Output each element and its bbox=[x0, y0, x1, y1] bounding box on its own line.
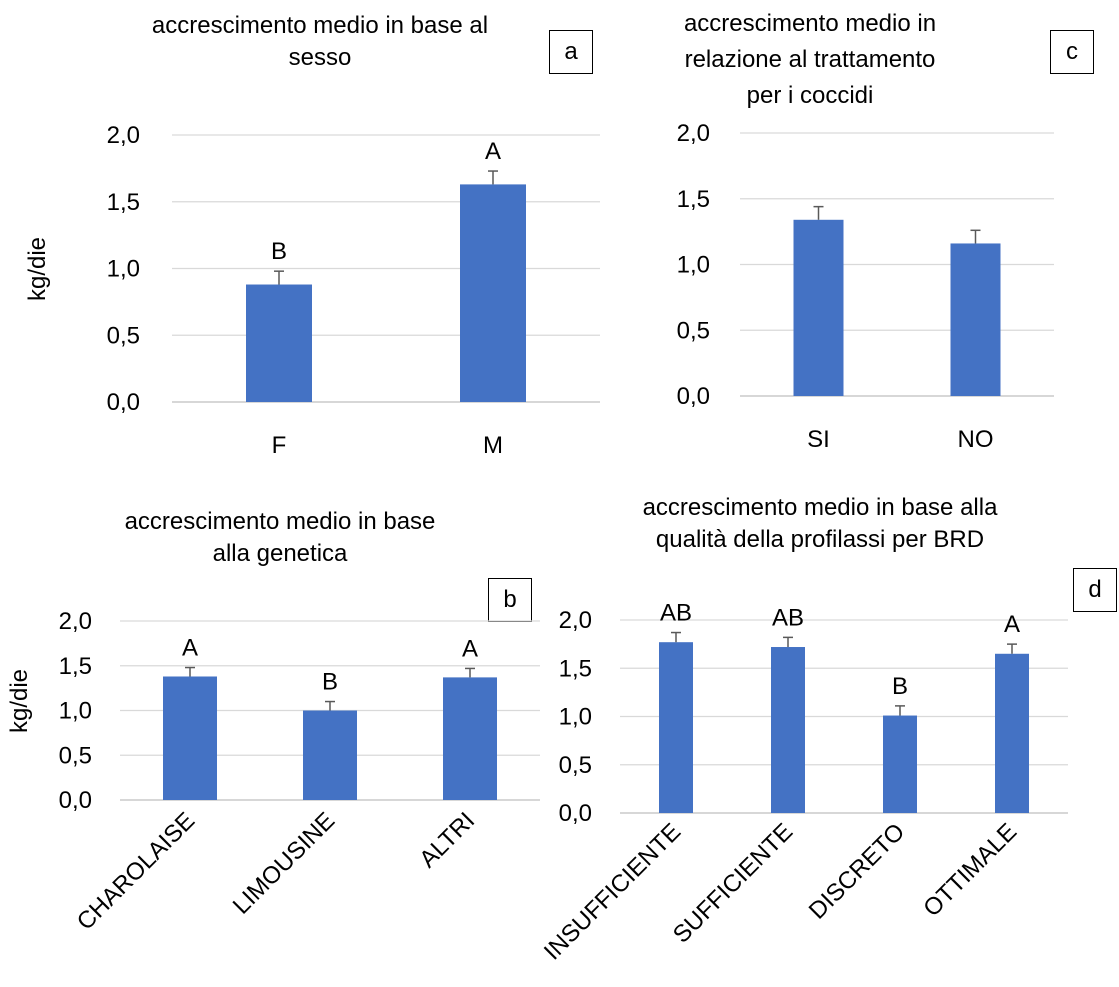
y-tick-label: 1,5 bbox=[107, 189, 140, 216]
bar bbox=[883, 715, 917, 813]
x-tick-label: NO bbox=[958, 426, 994, 453]
y-tick-label: 0,0 bbox=[559, 800, 592, 827]
chart-title: accrescimento medio in base alla genetic… bbox=[124, 508, 436, 567]
bar bbox=[995, 653, 1029, 813]
significance-label: A bbox=[1004, 611, 1020, 638]
bar bbox=[950, 243, 1001, 396]
y-tick-label: 0,5 bbox=[677, 317, 710, 344]
x-tick-label: CHAROLAISE bbox=[72, 807, 200, 935]
chart-plot: 0,0 0,5 1,0 1,5 2,0 B F A M bbox=[107, 122, 600, 459]
chart-panel-c: accrescimento medio in relazione al trat… bbox=[600, 0, 1119, 470]
panel-label: d bbox=[1073, 568, 1117, 612]
chart-plot: 0,0 0,5 1,0 1,5 2,0 SI NO bbox=[677, 120, 1054, 453]
chart-title: accrescimento medio in base al sesso bbox=[151, 12, 489, 71]
bar bbox=[443, 677, 497, 800]
y-tick-label: 2,0 bbox=[59, 608, 92, 635]
bar bbox=[460, 184, 526, 402]
y-tick-label: 1,0 bbox=[559, 704, 592, 731]
panel-label: c bbox=[1050, 30, 1094, 74]
chart-panel-d: accrescimento medio in base alla qualità… bbox=[539, 470, 1119, 987]
significance-label: A bbox=[485, 138, 501, 165]
panel-label: a bbox=[549, 30, 593, 74]
y-tick-label: 1,5 bbox=[559, 655, 592, 682]
chart-title: accrescimento medio in base alla qualità… bbox=[642, 494, 998, 553]
chart-plot: 0,00,51,01,52,0 ABINSUFFICIENTEABSUFFICIE… bbox=[539, 600, 1068, 965]
significance-label: A bbox=[182, 635, 198, 662]
y-tick-label: 1,0 bbox=[107, 256, 140, 283]
x-tick-label: ALTRI bbox=[414, 807, 480, 873]
x-tick-label: OTTIMALE bbox=[918, 818, 1022, 922]
x-tick-label: SUFFICIENTE bbox=[668, 818, 798, 948]
y-tick-label: 2,0 bbox=[559, 607, 592, 634]
chart-title: accrescimento medio in relazione al trat… bbox=[683, 10, 937, 109]
x-tick-label: F bbox=[272, 432, 287, 459]
y-tick-label: 2,0 bbox=[107, 122, 140, 149]
bar bbox=[303, 710, 357, 800]
chart-panel-a: accrescimento medio in base al sesso a k… bbox=[0, 0, 600, 470]
bar bbox=[771, 647, 805, 813]
x-tick-label: SI bbox=[807, 426, 830, 453]
y-tick-label: 2,0 bbox=[677, 120, 710, 147]
y-tick-label: 0,0 bbox=[107, 389, 140, 416]
y-tick-label: 1,0 bbox=[677, 252, 710, 279]
chart-plot: 0,0 0,5 1,0 1,5 2,0 A CHAROLAISE B LIMOUSINE A ALT… bbox=[59, 608, 540, 936]
significance-label: AB bbox=[772, 604, 804, 631]
x-tick-label: M bbox=[483, 432, 503, 459]
significance-label: B bbox=[892, 673, 908, 700]
y-tick-label: 0,0 bbox=[677, 383, 710, 410]
significance-label: B bbox=[322, 669, 338, 696]
panel-label: b bbox=[488, 578, 532, 622]
bar bbox=[793, 219, 844, 396]
bar bbox=[246, 284, 312, 402]
bar bbox=[659, 642, 693, 813]
x-tick-label: DISCRETO bbox=[804, 818, 910, 924]
significance-label: A bbox=[462, 635, 478, 662]
y-tick-label: 1,5 bbox=[677, 186, 710, 213]
significance-label: AB bbox=[660, 600, 692, 627]
y-tick-label: 0,0 bbox=[59, 787, 92, 814]
y-tick-label: 1,5 bbox=[59, 653, 92, 680]
y-tick-label: 1,0 bbox=[59, 698, 92, 725]
y-tick-label: 0,5 bbox=[59, 742, 92, 769]
x-tick-label: INSUFFICIENTE bbox=[539, 818, 686, 965]
significance-label: B bbox=[271, 238, 287, 265]
y-tick-label: 0,5 bbox=[559, 752, 592, 779]
x-tick-label: LIMOUSINE bbox=[228, 807, 340, 919]
y-tick-label: 0,5 bbox=[107, 322, 140, 349]
chart-panel-b: accrescimento medio in base alla genetic… bbox=[0, 470, 540, 987]
bar bbox=[163, 676, 217, 800]
